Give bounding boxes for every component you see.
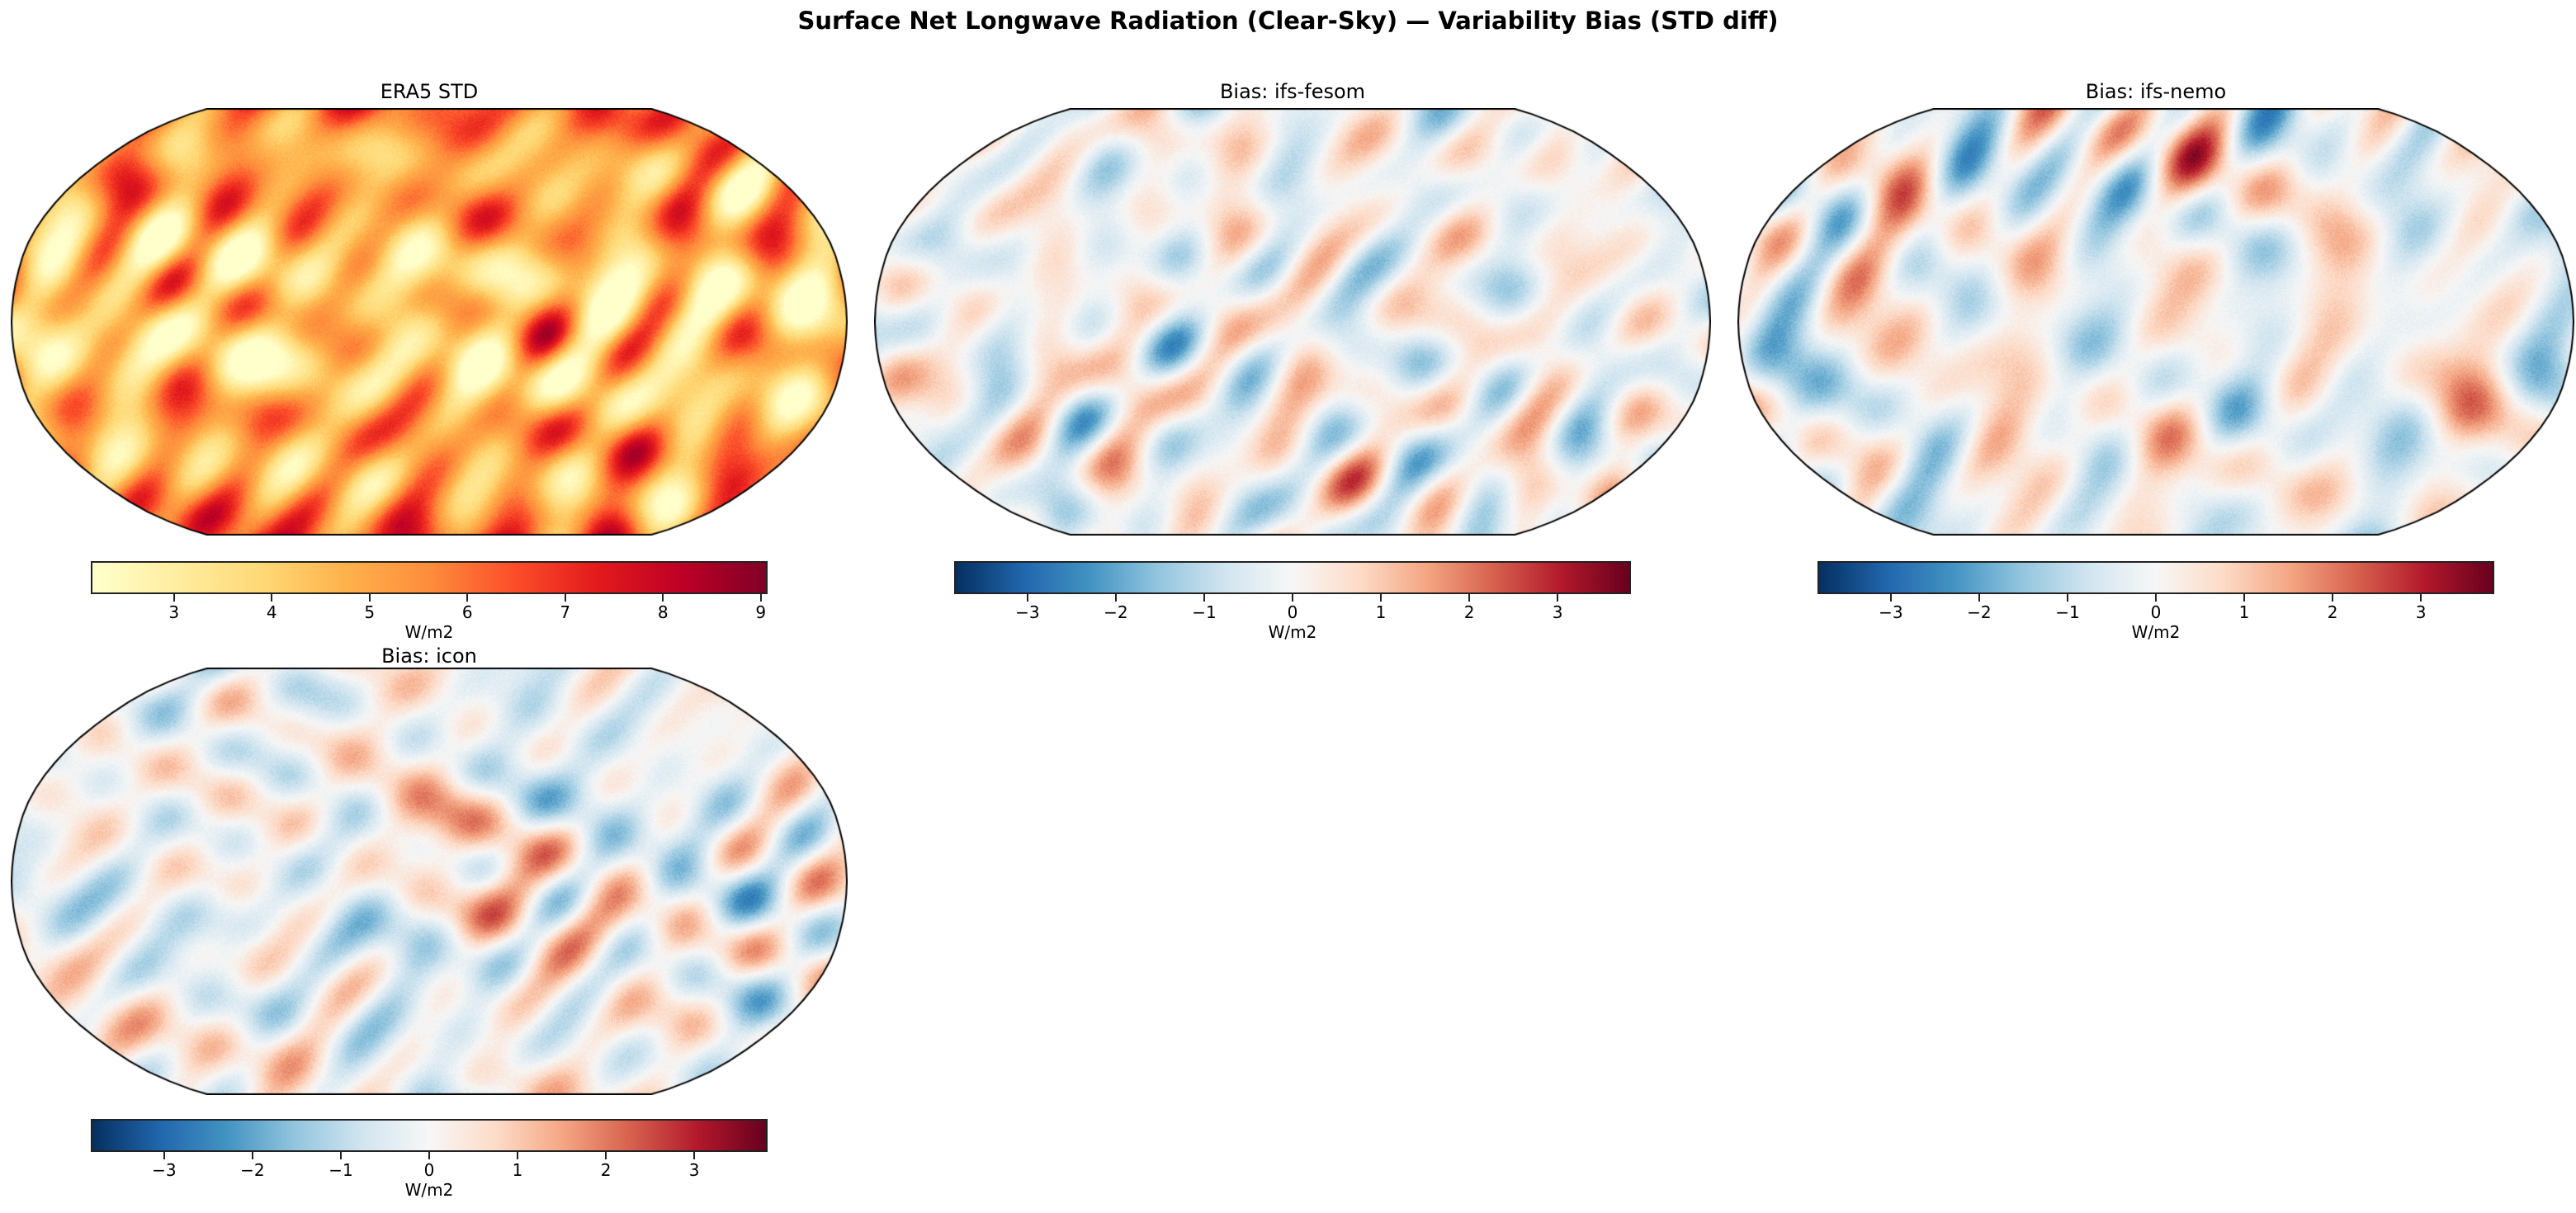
colorbar-tick (2420, 594, 2422, 602)
panel-title-era5: ERA5 STD (380, 80, 479, 103)
colorbar-tick-label: 4 (266, 602, 277, 622)
colorbar-tick (2066, 594, 2068, 602)
colorbar-tick-label: 2 (2327, 602, 2338, 622)
colorbar-tick (339, 1152, 342, 1159)
colorbar-tick (759, 594, 762, 602)
colorbar-tick (662, 594, 664, 602)
colorbar-tick-label: 0 (2150, 602, 2162, 622)
colorbar-tick-label: 3 (1552, 602, 1563, 622)
figure-title: Surface Net Longwave Radiation (Clear-Sk… (797, 7, 1779, 35)
panel-title-ifs-nemo: Bias: ifs-nemo (2085, 80, 2227, 103)
colorbar-label: W/m2 (2131, 622, 2181, 642)
colorbar-tick (1114, 594, 1117, 602)
panel-title-icon: Bias: icon (381, 644, 477, 668)
colorbar-tick (466, 594, 469, 602)
colorbar-tick-label: 0 (423, 1160, 435, 1180)
map-bias-icon (11, 668, 848, 1095)
colorbar-tick (173, 594, 175, 602)
colorbar-tick-label: 3 (688, 1160, 700, 1180)
colorbar-label: W/m2 (1268, 622, 1317, 642)
map-era5-std (11, 108, 848, 536)
colorbar-tick (251, 1152, 253, 1159)
colorbar-tick-label: 0 (1287, 602, 1298, 622)
colorbar-tick-label: −1 (328, 1160, 353, 1180)
colorbar-tick-label: −3 (1015, 602, 1040, 622)
colorbar-tick-label: 9 (755, 602, 767, 622)
colorbar-tick (2243, 594, 2246, 602)
colorbar-tick-label: 5 (364, 602, 376, 622)
colorbar-tick-label: −1 (2055, 602, 2080, 622)
colorbar-tick (1026, 594, 1028, 602)
colorbar-tick-label: 8 (657, 602, 669, 622)
panel-title-ifs-fesom: Bias: ifs-fesom (1219, 80, 1366, 103)
map-bias-ifs-fesom (874, 108, 1711, 536)
colorbar-tick (564, 594, 566, 602)
colorbar-tick-label: 1 (1375, 602, 1387, 622)
colorbar-tick-label: 3 (2415, 602, 2427, 622)
colorbar-tick-label: 6 (461, 602, 473, 622)
map-bias-ifs-nemo (1737, 108, 2574, 536)
colorbar-tick-label: −2 (1967, 602, 1992, 622)
colorbar-tick (1203, 594, 1205, 602)
colorbar-1 (954, 561, 1631, 594)
colorbar-tick (1557, 594, 1559, 602)
colorbar-tick-label: −3 (1879, 602, 1903, 622)
colorbar-tick (368, 594, 371, 602)
colorbar-tick (1468, 594, 1471, 602)
colorbar-tick (2332, 594, 2334, 602)
colorbar-tick (517, 1152, 519, 1159)
colorbar-tick (1889, 594, 1892, 602)
colorbar-tick-label: −2 (1104, 602, 1128, 622)
colorbar-label: W/m2 (404, 622, 454, 642)
colorbar-tick (1978, 594, 1980, 602)
colorbar-2 (1817, 561, 2494, 594)
colorbar-tick (271, 594, 273, 602)
colorbar-tick-label: −3 (152, 1160, 177, 1180)
colorbar-label: W/m2 (404, 1180, 454, 1200)
colorbar-tick-label: −2 (240, 1160, 265, 1180)
colorbar-tick (428, 1152, 430, 1159)
colorbar-3 (91, 1119, 768, 1152)
colorbar-tick (1292, 594, 1293, 602)
colorbar-tick (605, 1152, 607, 1159)
colorbar-tick-label: 2 (1463, 602, 1475, 622)
colorbar-0 (91, 561, 768, 594)
colorbar-tick (163, 1152, 165, 1159)
colorbar-tick-label: 7 (560, 602, 571, 622)
colorbar-tick (2155, 594, 2157, 602)
colorbar-tick-label: −1 (1192, 602, 1217, 622)
colorbar-tick-label: 3 (168, 602, 180, 622)
colorbar-tick-label: 2 (600, 1160, 612, 1180)
colorbar-tick-label: 1 (512, 1160, 523, 1180)
colorbar-tick (1380, 594, 1383, 602)
colorbar-tick (693, 1152, 696, 1159)
colorbar-tick-label: 1 (2238, 602, 2250, 622)
